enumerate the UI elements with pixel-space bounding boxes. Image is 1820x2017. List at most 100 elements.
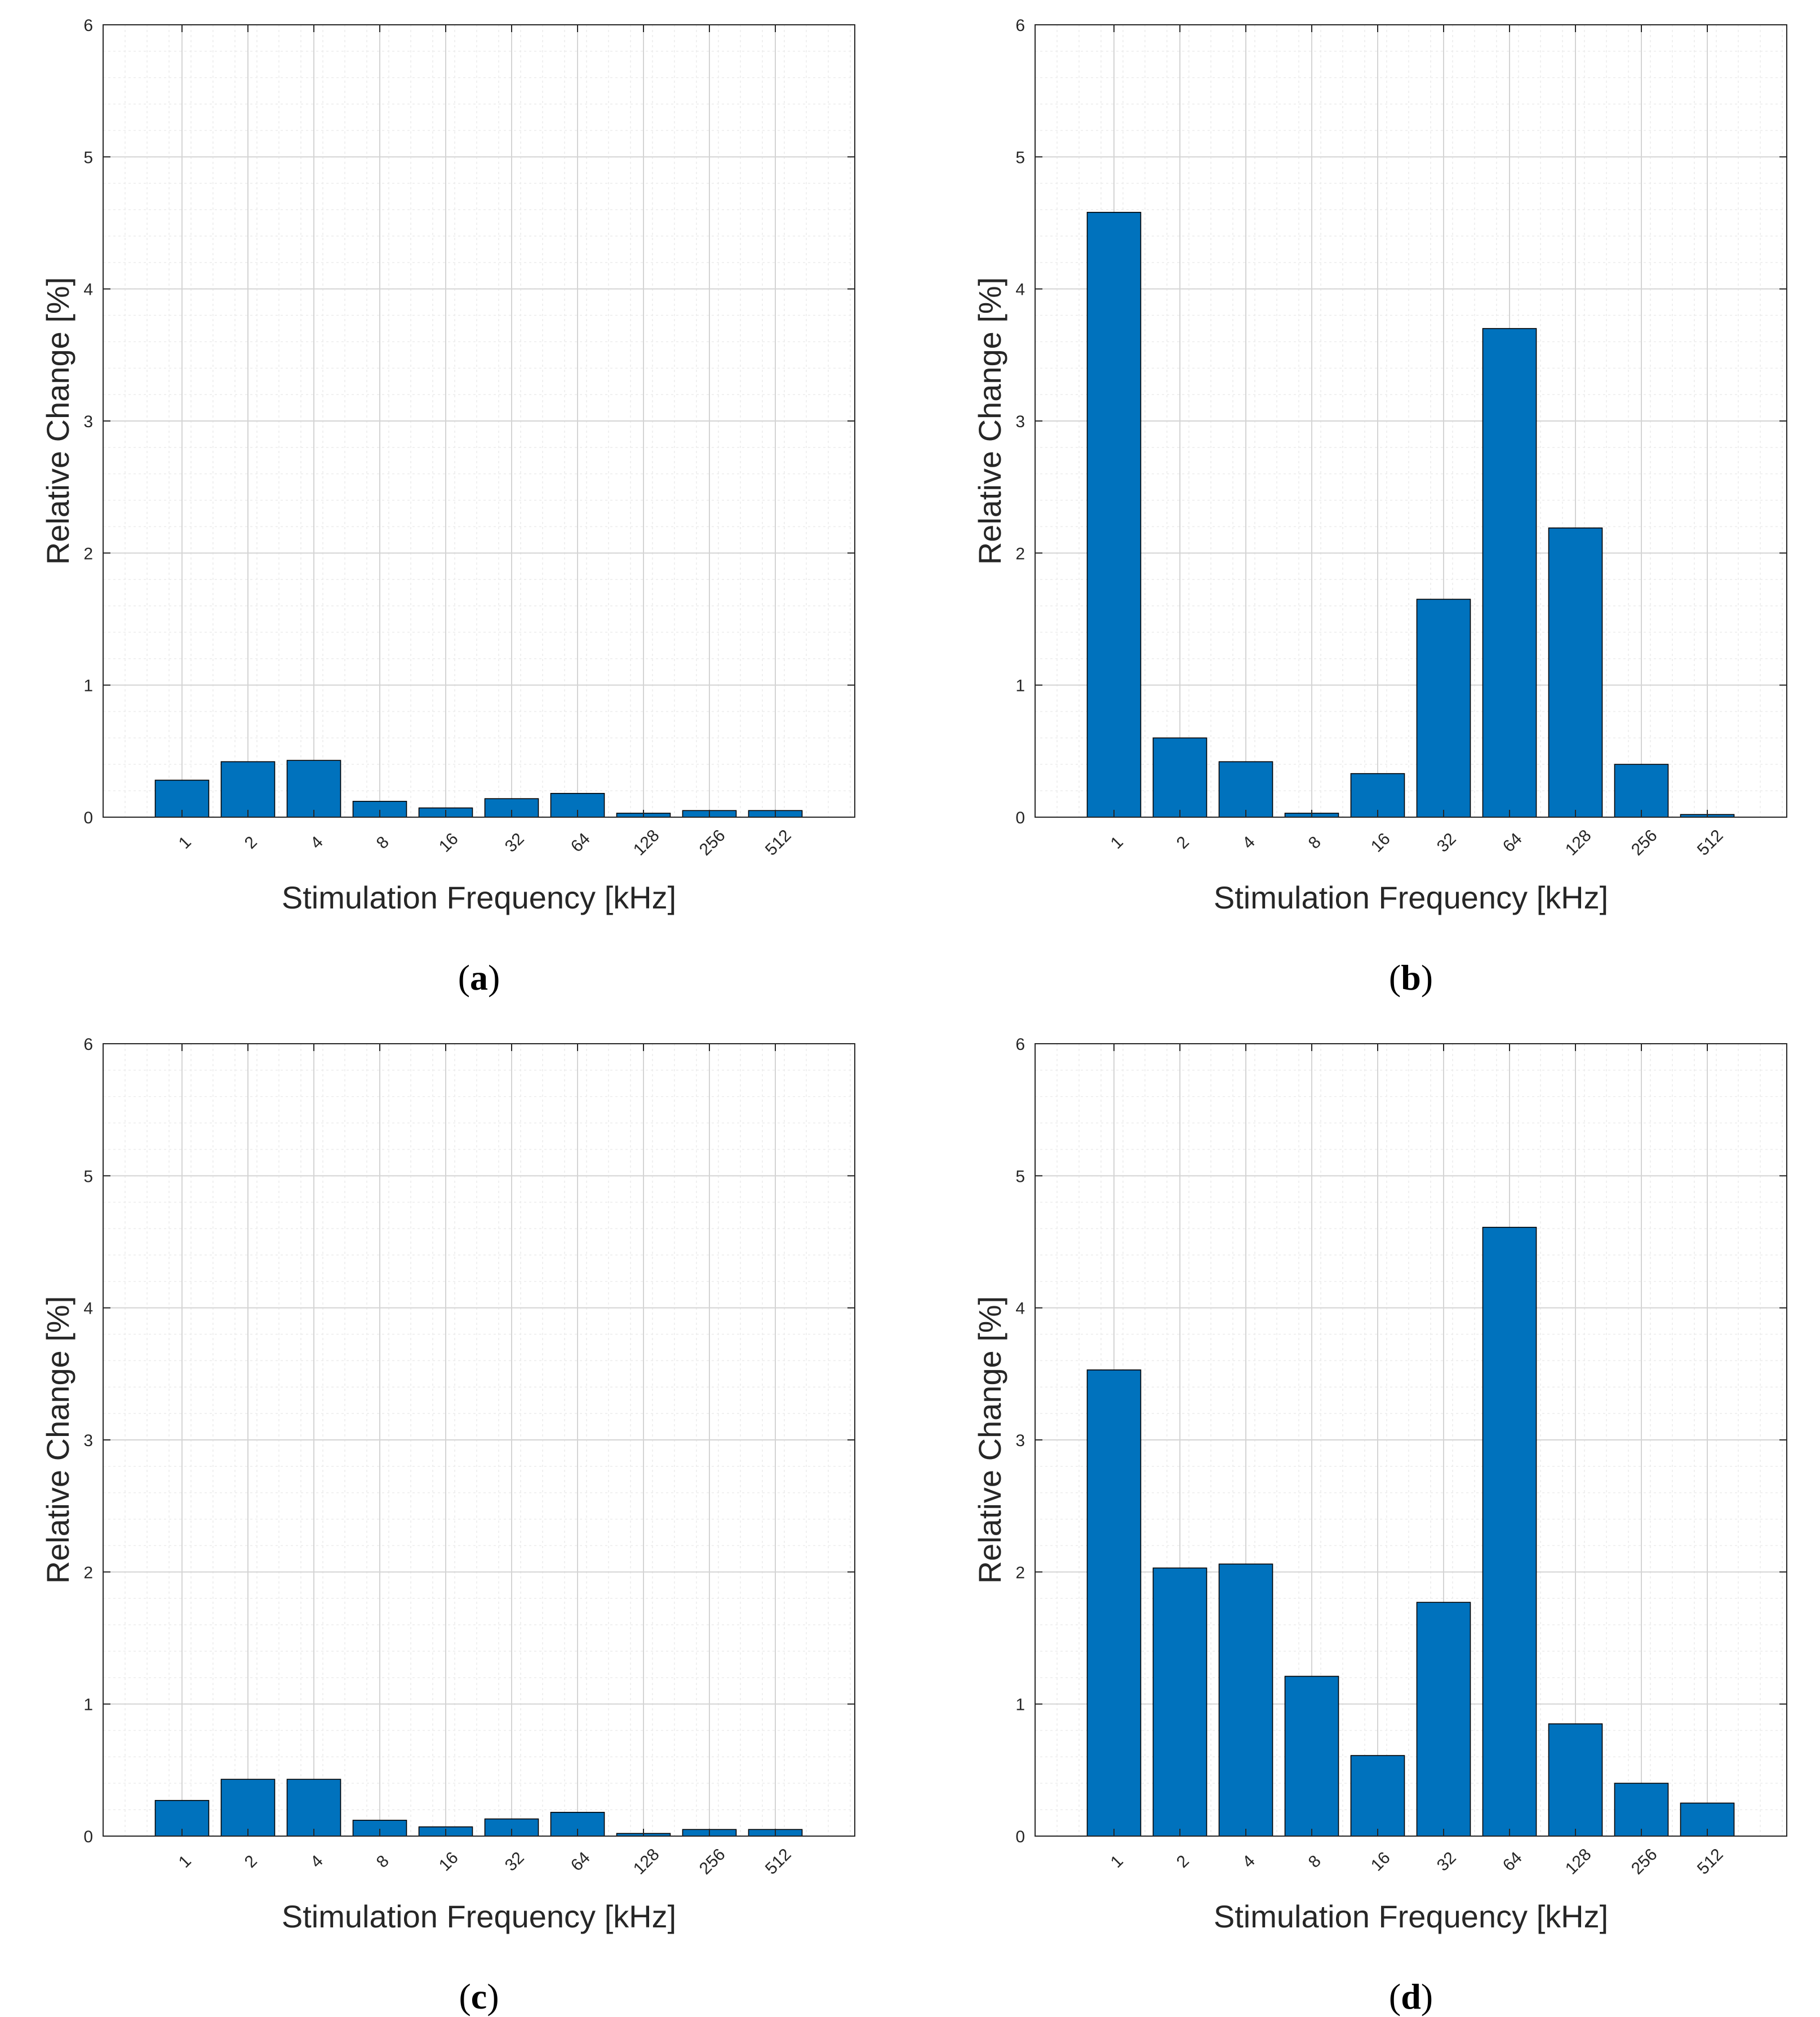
x-tick-label: 128 — [1562, 1845, 1595, 1878]
x-tick-label: 16 — [1368, 830, 1394, 856]
x-tick-label: 32 — [1433, 830, 1460, 856]
x-axis: 1 2 4 8 16 32 64 128 256 512 — [175, 1044, 795, 1878]
bar-32 — [1416, 599, 1471, 818]
caption-letter: b — [1401, 957, 1421, 998]
caption-open-paren: ( — [1389, 1976, 1401, 2016]
x-tick-label: 32 — [501, 830, 528, 856]
x-tick-label: 512 — [1694, 1845, 1727, 1878]
panel-caption: (b) — [1389, 957, 1433, 998]
bar-128 — [1548, 1723, 1603, 1837]
y-tick-label: 0 — [1015, 809, 1025, 827]
x-tick-label: 8 — [373, 833, 393, 853]
bar-1 — [1086, 211, 1142, 818]
x-tick-label: 1 — [1107, 1852, 1127, 1872]
bar-128 — [1548, 527, 1603, 818]
caption-open-paren: ( — [1389, 957, 1401, 998]
y-tick-label: 6 — [1015, 1035, 1025, 1054]
chart-panel-c: 0 1 2 3 4 5 6 1 2 4 8 16 32 64 128 256 512 Stimulation Fr… — [40, 1035, 855, 2016]
caption-close-paren: ) — [488, 957, 500, 998]
panel-caption: (c) — [459, 1976, 499, 2016]
x-tick-label: 2 — [241, 1852, 261, 1872]
bar-2 — [220, 761, 276, 818]
bar-4 — [286, 1779, 341, 1837]
x-tick-label: 256 — [696, 1845, 729, 1878]
x-tick-label: 128 — [1562, 826, 1595, 859]
y-tick-label: 1 — [1015, 1696, 1025, 1714]
caption-letter: a — [470, 957, 488, 998]
bar-series — [1086, 211, 1735, 818]
y-tick-label: 6 — [1015, 16, 1025, 35]
bar-series — [154, 1779, 803, 1837]
x-tick-label: 128 — [630, 826, 663, 859]
x-tick-label: 1 — [1107, 833, 1127, 853]
x-tick-label: 2 — [1173, 1852, 1193, 1872]
x-tick-label: 4 — [1239, 1852, 1259, 1872]
y-tick-label: 2 — [83, 1563, 93, 1582]
y-tick-label: 5 — [83, 1167, 93, 1186]
x-tick-label: 256 — [1628, 826, 1661, 859]
x-tick-label: 4 — [307, 1852, 327, 1872]
bar-8 — [1284, 1675, 1339, 1837]
bar-64 — [1482, 1226, 1537, 1837]
chart-panel-b: 0 1 2 3 4 5 6 1 2 4 8 16 32 64 128 256 512 Stimulation Fr… — [972, 16, 1787, 998]
major-grid — [1035, 24, 1787, 818]
y-tick-label: 4 — [83, 281, 93, 299]
y-tick-label: 1 — [83, 677, 93, 695]
y-axis: 0 1 2 3 4 5 6 — [83, 16, 855, 827]
x-tick-label: 64 — [1499, 1848, 1526, 1875]
caption-open-paren: ( — [459, 1976, 470, 2016]
y-tick-label: 0 — [83, 1828, 93, 1846]
x-tick-label: 8 — [1305, 1852, 1325, 1872]
x-tick-label: 64 — [567, 830, 594, 856]
x-axis-title: Stimulation Frequency [kHz] — [282, 880, 676, 915]
y-tick-label: 2 — [1015, 544, 1025, 563]
x-tick-label: 1 — [175, 833, 195, 853]
x-tick-label: 16 — [436, 1848, 462, 1875]
bar-64 — [1482, 328, 1537, 818]
x-tick-label: 8 — [373, 1852, 393, 1872]
x-axis-title: Stimulation Frequency [kHz] — [1214, 880, 1608, 915]
y-axis: 0 1 2 3 4 5 6 — [1015, 16, 1787, 827]
chart-panel-d: 0 1 2 3 4 5 6 1 2 4 8 16 32 64 128 256 512 Stimulation Fr… — [972, 1035, 1787, 2016]
y-tick-label: 4 — [1015, 281, 1025, 299]
chart-panel-a: 0 1 2 3 4 5 6 1 2 4 8 16 32 64 128 256 512 Stimulation Fr… — [40, 16, 855, 998]
x-tick-label: 4 — [1239, 833, 1259, 853]
y-tick-label: 3 — [1015, 413, 1025, 431]
bar-32 — [1416, 1602, 1471, 1837]
bar-series — [154, 760, 803, 818]
x-tick-label: 64 — [1499, 830, 1526, 856]
y-tick-label: 1 — [83, 1696, 93, 1714]
major-grid — [103, 1043, 855, 1837]
x-tick-label: 4 — [307, 833, 327, 853]
bar-16 — [1350, 1755, 1405, 1837]
bar-4 — [286, 760, 341, 818]
y-axis-title: Relative Change [%] — [40, 277, 76, 565]
major-grid — [1035, 1043, 1787, 1837]
y-tick-label: 5 — [1015, 148, 1025, 167]
bar-series — [1086, 1226, 1735, 1837]
bar-2 — [220, 1779, 276, 1837]
bar-1 — [1086, 1369, 1142, 1837]
bar-4 — [1218, 1563, 1273, 1837]
y-axis: 0 1 2 3 4 5 6 — [83, 1035, 855, 1846]
bar-4 — [1218, 761, 1273, 818]
y-tick-label: 4 — [1015, 1300, 1025, 1318]
x-tick-label: 1 — [175, 1852, 195, 1872]
x-tick-label: 512 — [762, 1845, 795, 1878]
bar-2 — [1152, 737, 1208, 818]
y-tick-label: 3 — [83, 413, 93, 431]
major-grid — [103, 24, 855, 818]
x-tick-label: 128 — [630, 1845, 663, 1878]
y-axis-title: Relative Change [%] — [972, 277, 1007, 565]
bar-256 — [1614, 1783, 1669, 1837]
panel-caption: (a) — [458, 957, 500, 998]
caption-letter: c — [471, 1976, 487, 2016]
y-tick-label: 0 — [1015, 1828, 1025, 1846]
x-tick-label: 32 — [501, 1848, 528, 1875]
caption-close-paren: ) — [487, 1976, 499, 2016]
y-tick-label: 2 — [83, 544, 93, 563]
y-axis-title: Relative Change [%] — [40, 1296, 76, 1584]
x-tick-label: 2 — [1173, 833, 1193, 853]
x-tick-label: 2 — [241, 833, 261, 853]
